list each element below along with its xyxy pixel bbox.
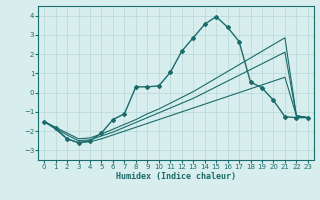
X-axis label: Humidex (Indice chaleur): Humidex (Indice chaleur) — [116, 172, 236, 181]
